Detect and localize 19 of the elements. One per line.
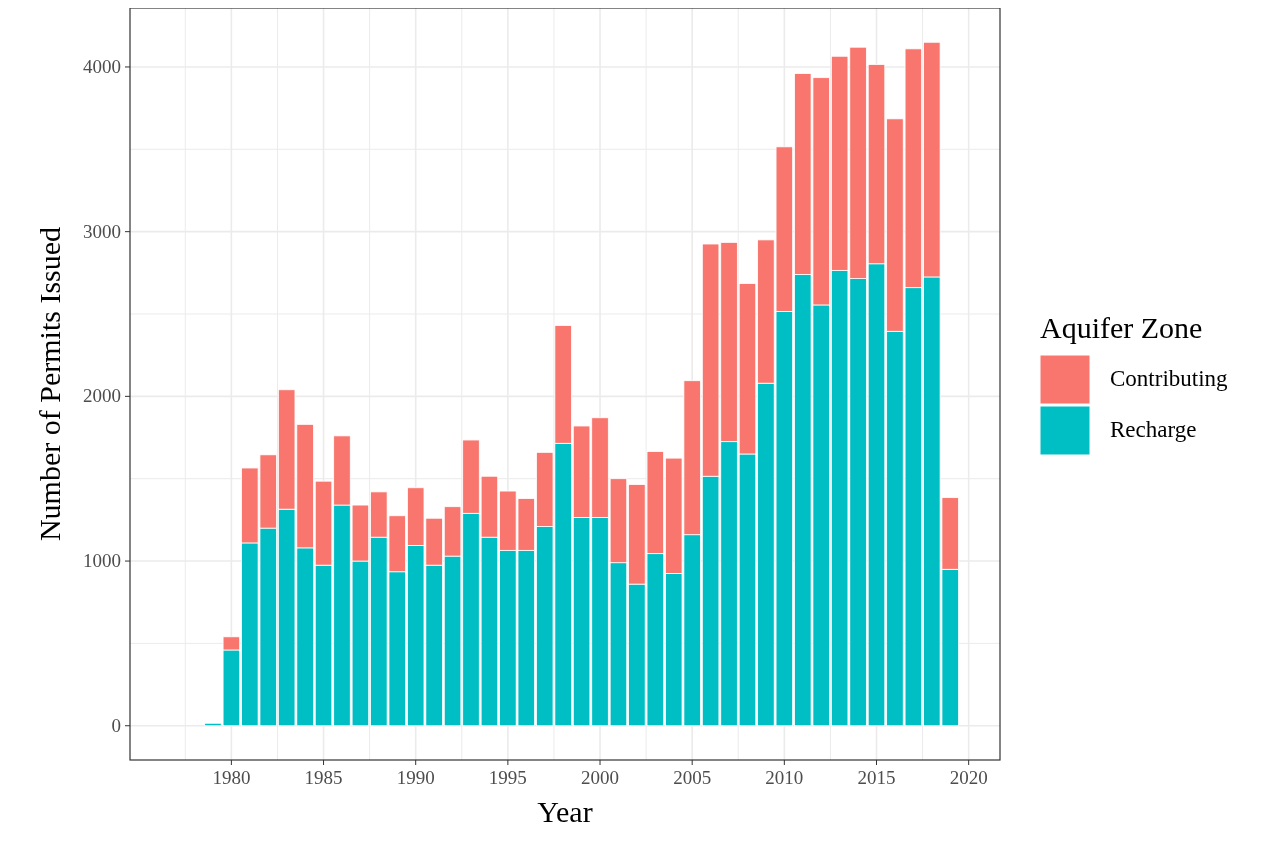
y-tick-label: 0 bbox=[111, 714, 121, 736]
y-axis-title: Number of Permits Issued bbox=[33, 226, 66, 542]
x-tick-label: 2020 bbox=[949, 767, 988, 788]
x-tick-label: 2005 bbox=[673, 767, 712, 788]
y-tick-label: 4000 bbox=[83, 55, 121, 77]
x-tick-label: 1985 bbox=[304, 767, 343, 788]
legend-title: Aquifer Zone bbox=[1040, 311, 1203, 344]
legend-label: Recharge bbox=[1110, 417, 1197, 442]
y-tick-label: 1000 bbox=[83, 550, 121, 572]
x-tick-label: 1995 bbox=[488, 767, 527, 788]
y-tick-label: 2000 bbox=[83, 385, 121, 407]
x-tick-label: 2015 bbox=[857, 767, 896, 788]
x-tick-label: 2010 bbox=[765, 767, 804, 788]
x-tick-label: 1990 bbox=[396, 767, 435, 788]
x-tick-label: 2000 bbox=[581, 767, 620, 788]
x-tick-label: 1980 bbox=[212, 767, 251, 788]
y-tick-label: 3000 bbox=[83, 220, 121, 242]
x-axis-title: Year bbox=[537, 795, 593, 828]
legend-label: Contributing bbox=[1110, 366, 1229, 391]
